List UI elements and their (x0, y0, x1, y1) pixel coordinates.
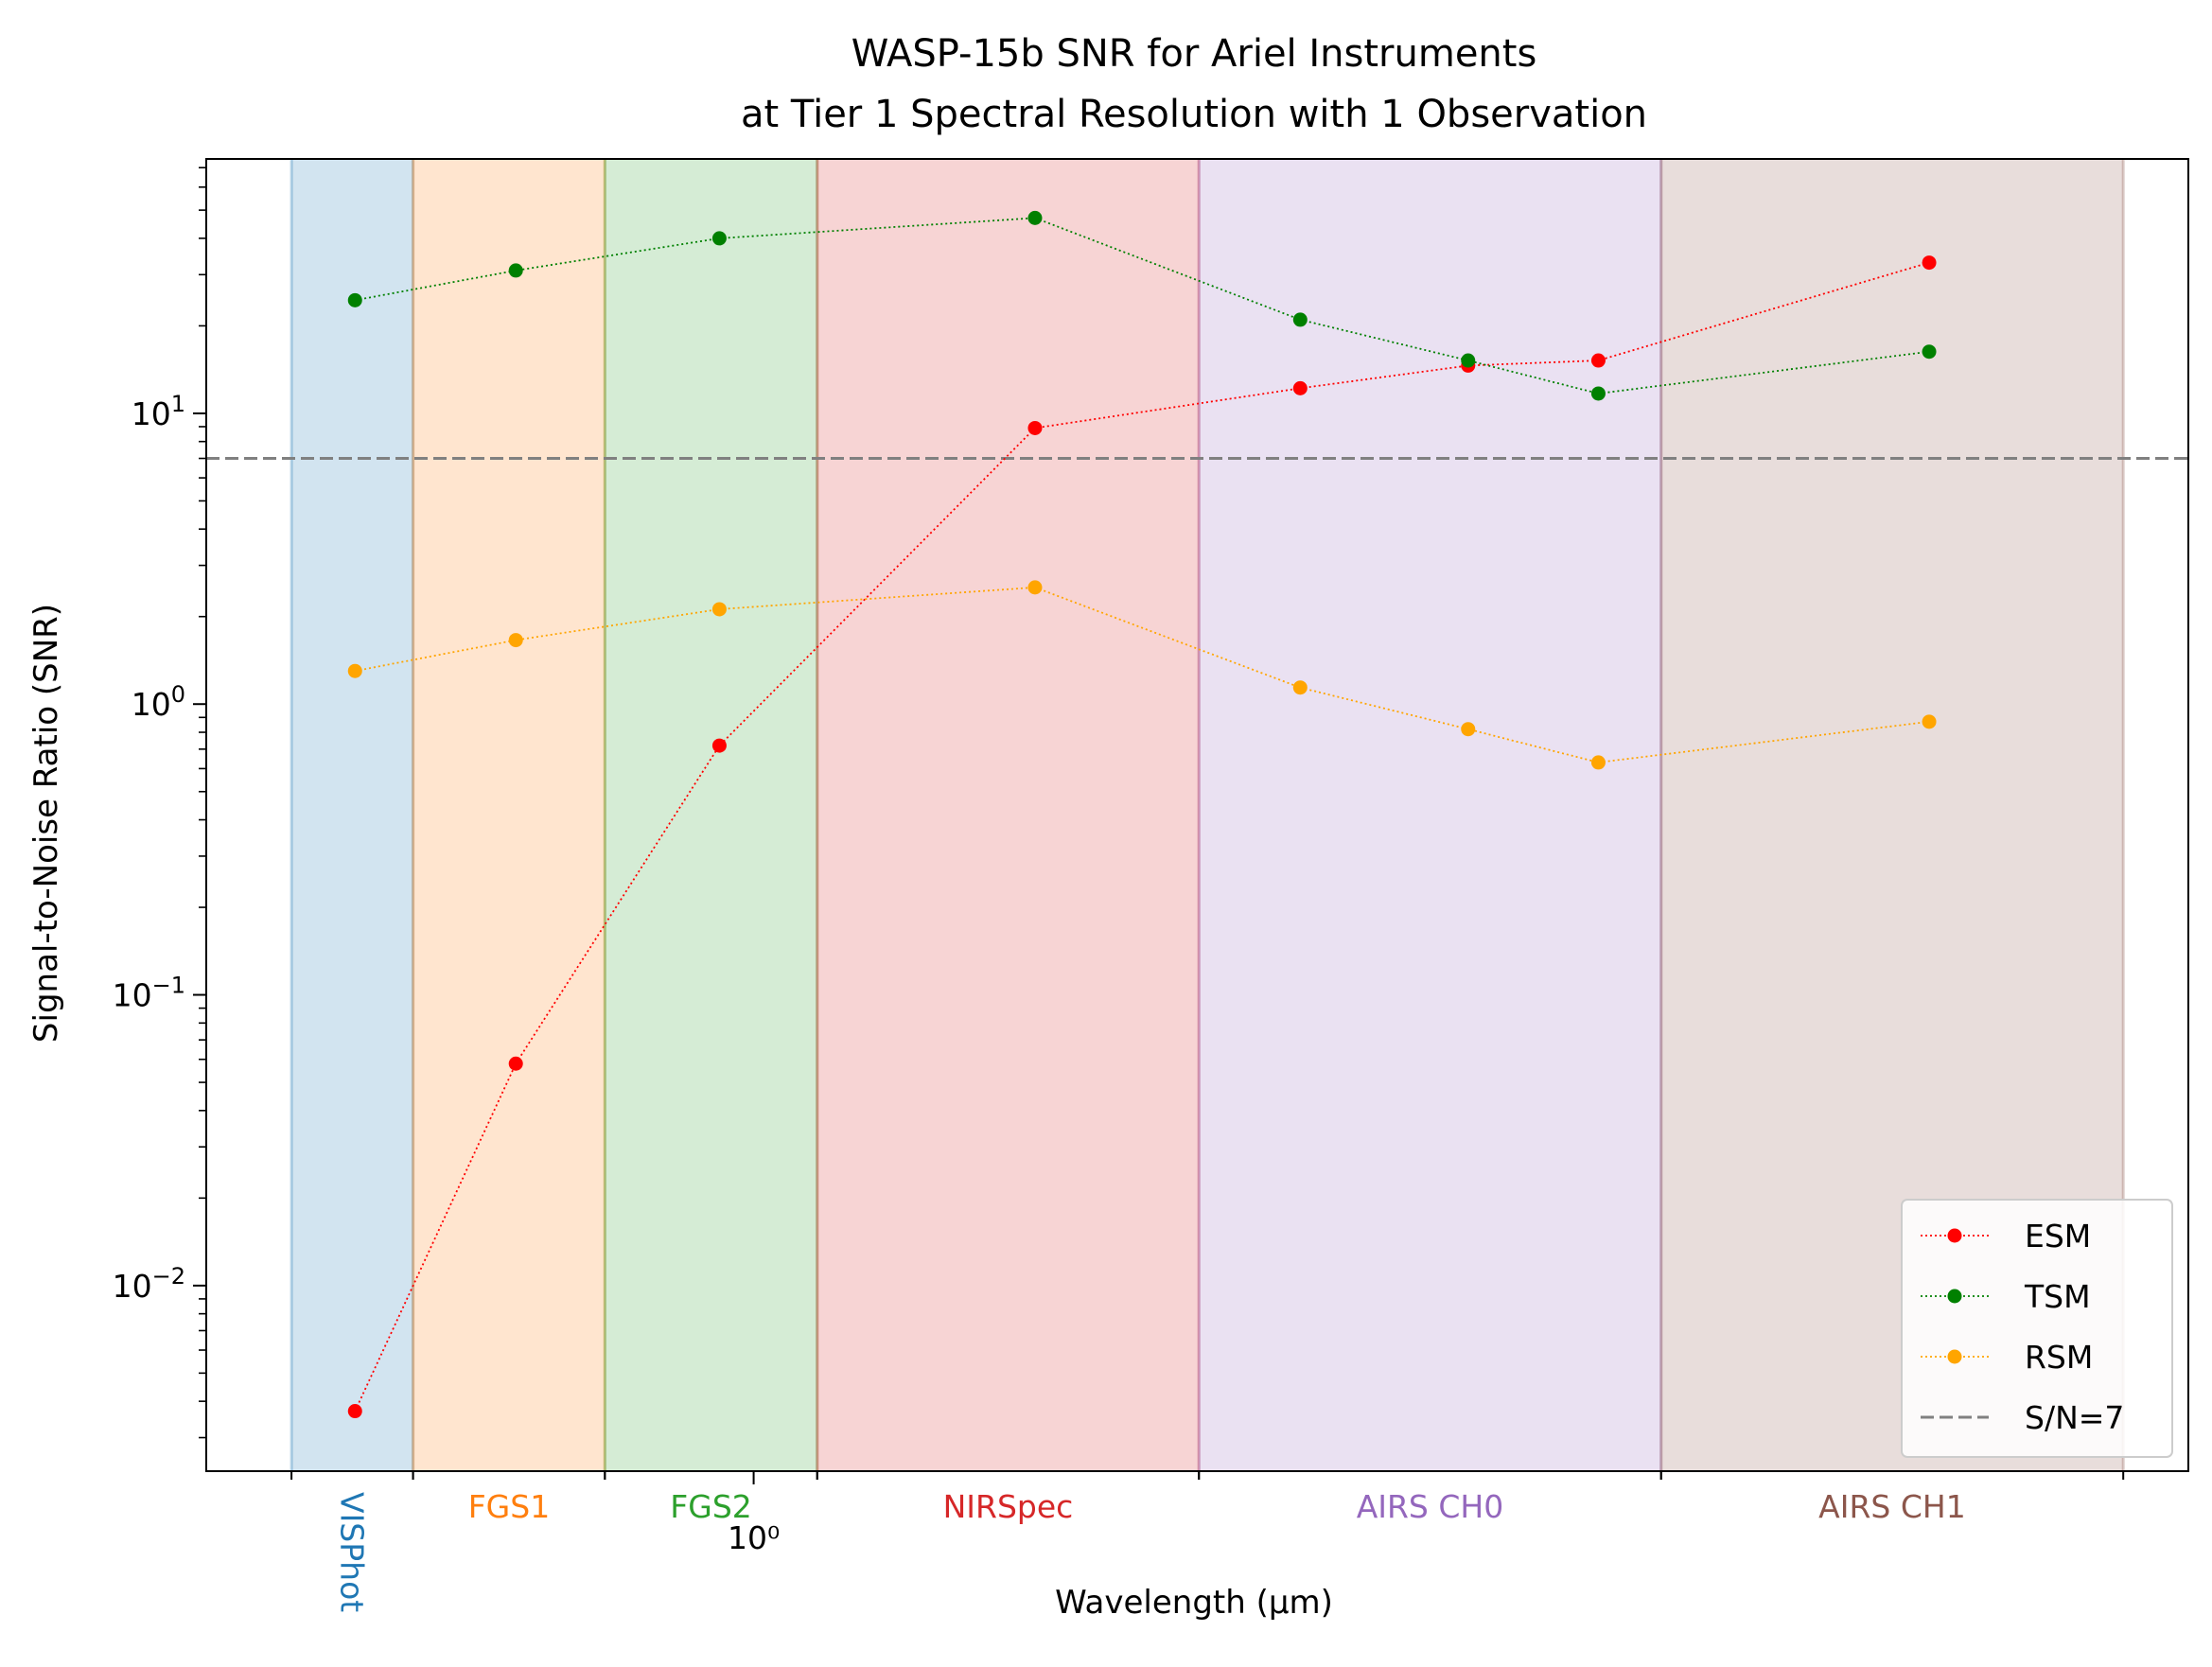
band-fgs2 (605, 159, 817, 1471)
data-point-rsm (347, 663, 362, 678)
data-point-esm (1590, 353, 1606, 368)
band-visphot (291, 159, 413, 1471)
data-point-tsm (1292, 312, 1308, 327)
data-point-rsm (508, 633, 523, 648)
legend-label-s-n-7: S/N=7 (2025, 1399, 2124, 1436)
data-point-esm (1292, 380, 1308, 395)
data-point-tsm (347, 292, 362, 307)
data-point-tsm (1590, 386, 1606, 401)
instrument-bands (290, 159, 2125, 1471)
chart-title-line2: at Tier 1 Spectral Resolution with 1 Obs… (741, 93, 1647, 136)
band-label-airs-ch1: AIRS CH1 (1818, 1488, 1966, 1525)
x-axis-label: Wavelength (μm) (1055, 1584, 1333, 1622)
y-tick-label: 101 (132, 391, 185, 432)
legend-label-esm: ESM (2025, 1218, 2091, 1255)
legend: ESM TSM RSM S/N=7 (1901, 1199, 2173, 1458)
band-label-airs-ch0: AIRS CH0 (1357, 1488, 1504, 1525)
data-point-tsm (508, 263, 523, 278)
y-tick-label: 10−1 (113, 973, 185, 1014)
data-point-tsm (1461, 353, 1476, 368)
data-point-esm (347, 1404, 362, 1419)
data-point-esm (1027, 420, 1043, 435)
data-point-rsm (1922, 714, 1937, 729)
series-layer (347, 210, 1937, 1419)
legend-marker-esm (1947, 1228, 1962, 1243)
legend-box (1901, 1199, 2173, 1458)
data-point-rsm (711, 602, 727, 617)
legend-label-tsm: TSM (2024, 1278, 2091, 1315)
band-label-fgs2: FGS2 (670, 1488, 752, 1525)
data-point-rsm (1292, 680, 1308, 695)
y-axis-label: Signal-to-Noise Ratio (SNR) (27, 604, 65, 1043)
data-point-esm (711, 738, 727, 753)
x-axis: 10⁰ (290, 1471, 2125, 1556)
data-point-esm (508, 1056, 523, 1071)
band-labels: VISPhot FGS1 FGS2 NIRSpec AIRS CH0 AIRS CH1 (333, 1488, 1965, 1612)
band-label-visphot: VISPhot (333, 1492, 370, 1612)
data-point-tsm (1922, 344, 1937, 360)
data-point-rsm (1027, 580, 1043, 595)
band-label-nirspec: NIRSpec (943, 1488, 1074, 1525)
y-axis: 10−2 10−1 100 101 (113, 167, 206, 1439)
x-tick-label: 10⁰ (728, 1519, 780, 1556)
y-tick-label: 100 (132, 681, 185, 723)
series-line-rsm (355, 586, 1930, 763)
legend-marker-tsm (1947, 1289, 1962, 1304)
plot-frame (205, 158, 2189, 1472)
legend-marker-rsm (1947, 1349, 1962, 1364)
band-label-fgs1: FGS1 (468, 1488, 551, 1525)
data-point-esm (1922, 255, 1937, 271)
data-point-rsm (1461, 722, 1476, 737)
data-point-tsm (711, 231, 727, 246)
band-nirspec (816, 159, 1200, 1471)
data-point-rsm (1590, 755, 1606, 770)
band-fgs1 (413, 159, 606, 1471)
chart-title-line1: WASP-15b SNR for Ariel Instruments (851, 32, 1537, 76)
y-tick-label: 10−2 (113, 1263, 185, 1305)
series-line-esm (354, 261, 1930, 1412)
series-line-tsm (355, 217, 1930, 395)
band-airs-ch0 (1199, 159, 1661, 1471)
data-point-tsm (1027, 210, 1043, 225)
legend-label-rsm: RSM (2025, 1339, 2093, 1376)
